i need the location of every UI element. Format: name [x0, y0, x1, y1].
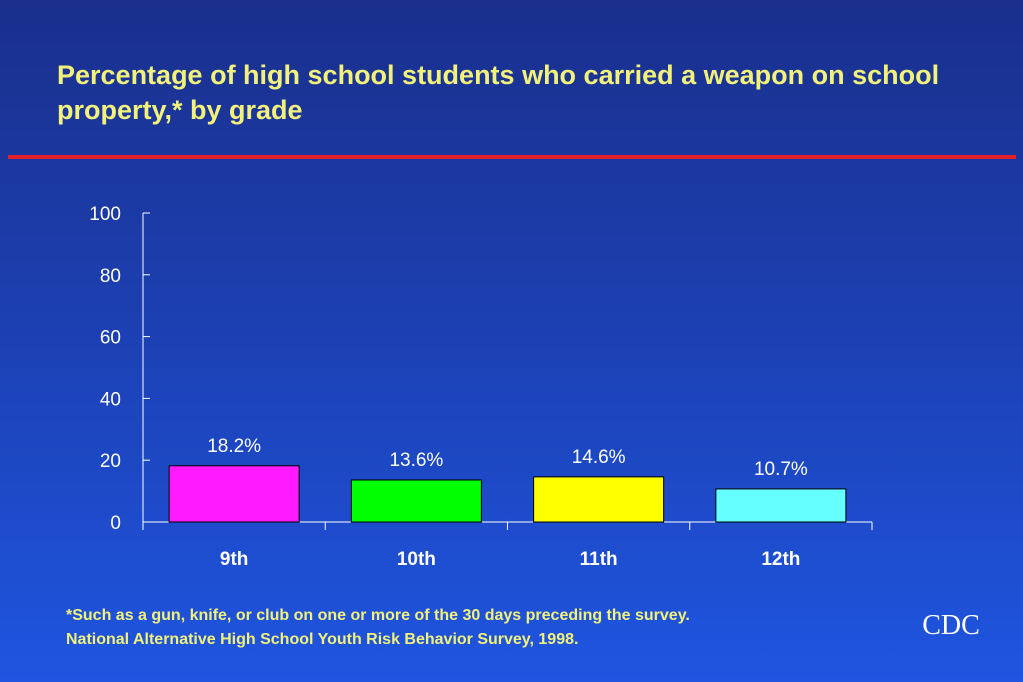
y-tick-label: 80	[100, 266, 121, 287]
y-tick-label: 20	[100, 451, 121, 472]
y-tick-label: 0	[110, 513, 121, 534]
data-label-9th: 18.2%	[207, 436, 261, 457]
y-tick-label: 100	[89, 204, 121, 225]
footnote-source: National Alternative High School Youth R…	[66, 631, 579, 648]
title-divider	[8, 155, 1016, 159]
y-tick-label: 60	[100, 328, 121, 349]
data-label-12th: 10.7%	[754, 459, 808, 480]
bar-12th	[715, 488, 847, 523]
slide-title: Percentage of high school students who c…	[57, 60, 940, 125]
footnote: *Such as a gun, knife, or club on one or…	[66, 604, 896, 652]
data-label-11th: 14.6%	[572, 447, 626, 468]
chart-axes: 0 20 40 60 80 100	[89, 204, 873, 534]
cdc-logo-mark: CDC	[922, 610, 980, 641]
x-category-label-11th: 11th	[580, 549, 618, 570]
data-label-10th: 13.6%	[389, 450, 443, 471]
bar-10th	[350, 479, 482, 523]
bar-11th	[533, 476, 665, 523]
x-category-label-9th: 9th	[220, 549, 249, 570]
cdc-logo: CDC	[918, 612, 984, 652]
x-category-label-12th: 12th	[761, 549, 800, 570]
bar-9th	[168, 465, 300, 523]
chart-bars	[168, 465, 847, 523]
x-category-label-10th: 10th	[397, 549, 436, 570]
chart-labels: 18.2% 9th 13.6% 10th 14.6% 11th 10.7% 12th	[207, 436, 808, 570]
footnote-definition: *Such as a gun, knife, or club on one or…	[66, 607, 690, 624]
y-tick-label: 40	[100, 389, 121, 410]
